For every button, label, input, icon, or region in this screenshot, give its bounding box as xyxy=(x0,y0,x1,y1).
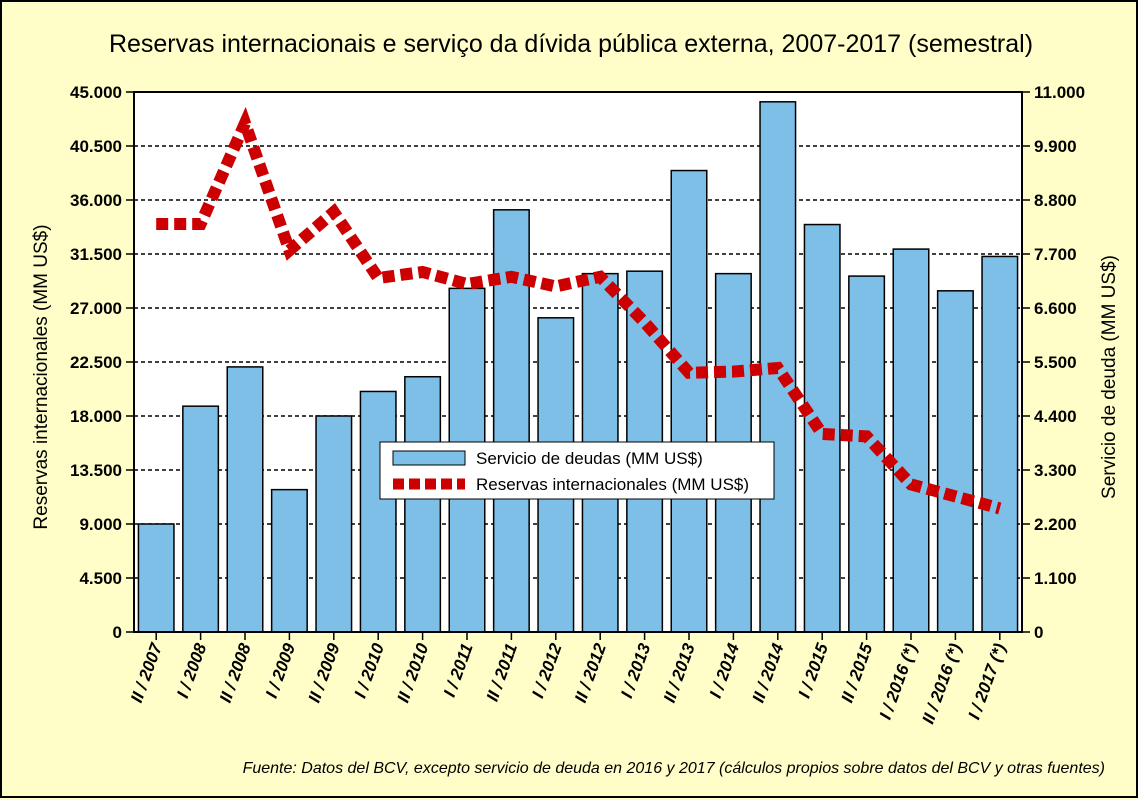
legend-bar-swatch xyxy=(392,450,466,466)
legend-label-line: Reservas internacionales (MM US$) xyxy=(476,475,749,494)
x-tick-label: II / 2009 xyxy=(305,640,344,705)
x-tick-label: II / 2011 xyxy=(483,641,521,704)
y-right-tick-label: 1.100 xyxy=(1034,569,1077,588)
x-tick-label: II / 2008 xyxy=(216,640,255,705)
x-tick-label: I / 2017 (*) xyxy=(965,641,1010,722)
bar xyxy=(182,405,220,633)
y-right-tick-label: 6.600 xyxy=(1034,299,1077,318)
bar xyxy=(981,255,1019,633)
plot-border xyxy=(133,91,1023,633)
bar xyxy=(137,523,175,633)
bar xyxy=(803,223,841,633)
x-tick-label: I / 2015 xyxy=(795,640,832,700)
bar xyxy=(936,290,974,633)
y-left-tick-label: 4.500 xyxy=(79,569,122,588)
bar xyxy=(670,169,708,633)
x-tick-label: II / 2014 xyxy=(749,640,788,705)
y-right-tick-label: 7.700 xyxy=(1034,245,1077,264)
bar xyxy=(359,390,397,633)
x-tick-label: II / 2016 (*) xyxy=(919,641,966,727)
x-tick-label: I / 2009 xyxy=(262,640,299,700)
y-right-tick-label: 5.500 xyxy=(1034,353,1077,372)
x-tick-label: I / 2011 xyxy=(440,641,477,700)
y-right-tick-label: 11.000 xyxy=(1034,83,1085,102)
legend: Servicio de deudas (MM US$) Reservas int… xyxy=(379,441,775,500)
x-tick-label: II / 2012 xyxy=(571,640,610,705)
y-right-tick-label: 2.200 xyxy=(1034,515,1077,534)
legend-label-bars: Servicio de deudas (MM US$) xyxy=(476,449,703,468)
y-axis-right-label: Servicio de deuda (MM US$) xyxy=(1099,255,1120,499)
y-left-tick-label: 0 xyxy=(113,623,122,642)
x-tick-label: II / 2007 xyxy=(127,639,166,705)
x-tick-label: I / 2012 xyxy=(528,640,565,700)
reserves-line xyxy=(156,106,1002,515)
bar xyxy=(315,415,353,633)
y-left-tick-label: 31.500 xyxy=(70,245,122,264)
x-tick-labels: II / 2007 I / 2008 II / 2008 I / 2009 II / 2… xyxy=(127,639,1010,726)
y-left-tick-label: 27.000 xyxy=(70,299,122,318)
y-left-tick-label: 22.500 xyxy=(70,353,122,372)
x-tick-label: I / 2008 xyxy=(173,640,210,700)
y-left-tick-label: 45.000 xyxy=(70,83,122,102)
source-note: Fuente: Datos del BCV, excepto servicio … xyxy=(243,760,1105,777)
y-right-tick-label: 3.300 xyxy=(1034,461,1077,480)
y-axis-left-label: Reservas internacionales (MM US$) xyxy=(31,224,52,529)
y-right-tick-label: 8.800 xyxy=(1034,191,1077,210)
x-tick-label: I / 2016 (*) xyxy=(876,641,921,722)
reserves-series-line xyxy=(156,106,1002,515)
y-left-tick-label: 36.000 xyxy=(70,191,122,210)
y-left-tick-label: 9.000 xyxy=(79,515,122,534)
bar xyxy=(404,375,442,633)
chart-title: Reservas internacionais e serviço da dív… xyxy=(109,30,1033,58)
x-tick-label: I / 2014 xyxy=(706,640,743,700)
x-tick-label: II / 2015 xyxy=(837,640,876,705)
bar xyxy=(892,248,930,633)
y-left-tick-label: 18.000 xyxy=(70,407,122,426)
bar xyxy=(270,488,308,633)
y-left-tick-label: 40.500 xyxy=(70,137,122,156)
y-right-tick-label: 9.900 xyxy=(1034,137,1077,156)
x-tick-label: II / 2010 xyxy=(393,640,432,705)
x-tick-label: I / 2010 xyxy=(351,640,388,700)
x-tick-label: I / 2013 xyxy=(617,640,654,700)
x-tick-label: II / 2013 xyxy=(660,640,699,705)
y-right-tick-label: 0 xyxy=(1034,623,1043,642)
bar xyxy=(226,366,264,633)
axes: 0 0 4.500 1.100 9.000 2.200 13.500 3.300 18.000 4… xyxy=(70,83,1085,642)
y-left-tick-label: 13.500 xyxy=(70,461,122,480)
y-right-tick-label: 4.400 xyxy=(1034,407,1077,426)
